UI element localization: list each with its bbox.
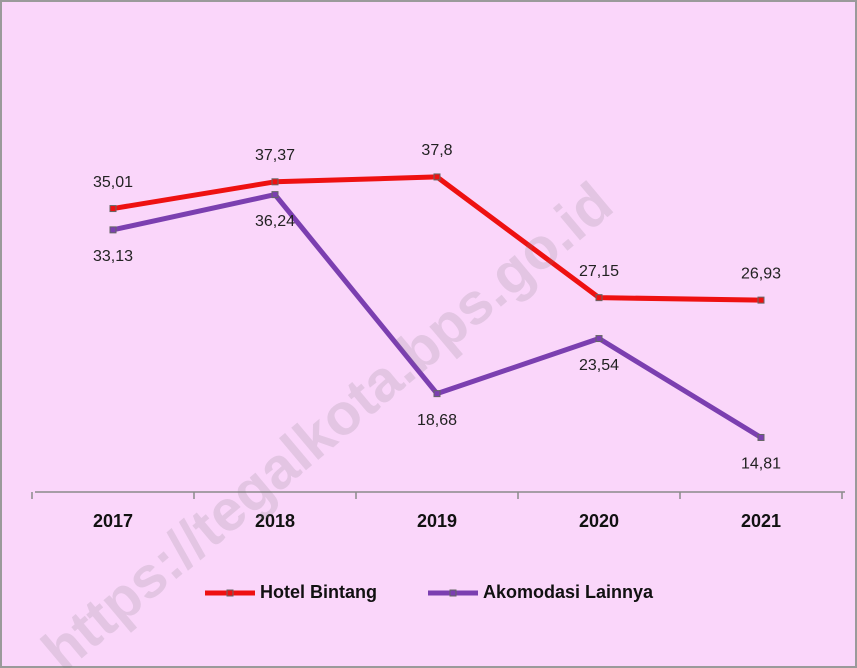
- data-point: [433, 173, 441, 181]
- data-label: 35,01: [93, 174, 133, 191]
- data-point: [595, 335, 603, 343]
- data-point: [109, 205, 117, 213]
- data-point: [271, 191, 279, 199]
- data-point: [595, 294, 603, 302]
- data-label: 27,15: [579, 263, 619, 280]
- legend-marker: [449, 589, 457, 597]
- data-point: [757, 296, 765, 304]
- data-label: 14,81: [741, 456, 781, 473]
- data-label: 26,93: [741, 265, 781, 282]
- data-label: 23,54: [579, 357, 619, 374]
- legend-label: Hotel Bintang: [260, 582, 377, 602]
- legend-label: Akomodasi Lainnya: [483, 582, 654, 602]
- data-label: 33,13: [93, 248, 133, 265]
- data-label: 37,37: [255, 147, 295, 164]
- data-point: [271, 178, 279, 186]
- x-tick-label: 2021: [741, 511, 781, 531]
- data-point: [433, 390, 441, 398]
- data-point: [109, 226, 117, 234]
- data-point: [757, 433, 765, 441]
- data-label: 37,8: [421, 142, 452, 159]
- x-tick-label: 2019: [417, 511, 457, 531]
- legend-marker: [226, 589, 234, 597]
- data-label: 36,24: [255, 213, 295, 230]
- x-tick-label: 2018: [255, 511, 295, 531]
- data-label: 18,68: [417, 412, 457, 429]
- x-tick-label: 2020: [579, 511, 619, 531]
- x-tick-label: 2017: [93, 511, 133, 531]
